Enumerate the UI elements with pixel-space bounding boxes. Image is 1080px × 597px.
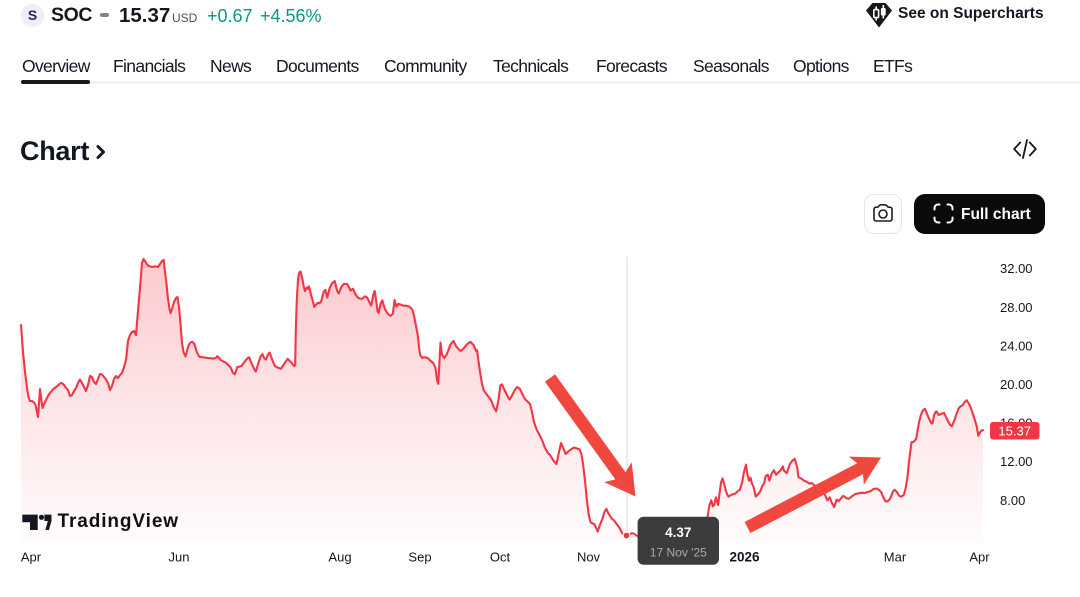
svg-text:32.00: 32.00 [1000,261,1033,276]
svg-text:28.00: 28.00 [1000,300,1033,315]
svg-text:Jun: Jun [169,550,190,565]
svg-text:Apr: Apr [969,550,990,565]
svg-text:4.37: 4.37 [665,525,691,540]
svg-text:Aug: Aug [328,550,351,565]
svg-text:12.00: 12.00 [1000,454,1033,469]
svg-text:TradingView: TradingView [58,511,179,532]
svg-text:Nov: Nov [577,550,601,565]
svg-text:15.37: 15.37 [998,423,1031,438]
svg-text:Oct: Oct [490,550,511,565]
svg-text:20.00: 20.00 [1000,377,1033,392]
svg-text:Mar: Mar [884,550,907,565]
svg-text:Apr: Apr [21,550,42,565]
svg-text:24.00: 24.00 [1000,338,1033,353]
svg-text:Sep: Sep [408,550,431,565]
svg-text:8.00: 8.00 [1000,493,1025,508]
svg-text:2026: 2026 [729,550,760,565]
svg-text:17 Nov '25: 17 Nov '25 [650,545,707,559]
